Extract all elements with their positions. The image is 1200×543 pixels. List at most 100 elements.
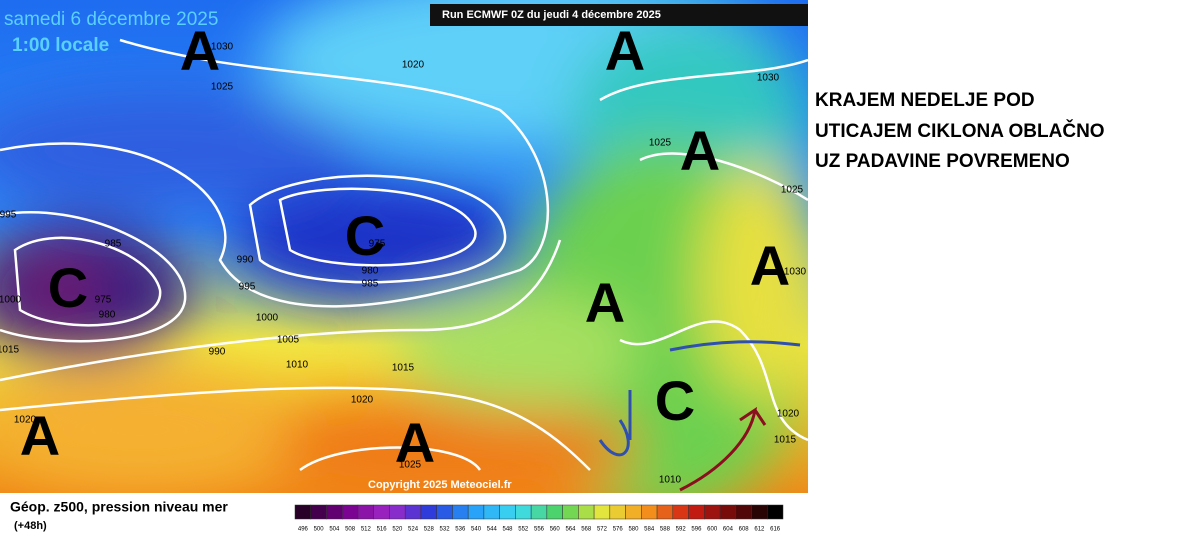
scale-swatch xyxy=(767,504,784,520)
isobar-label: 1020 xyxy=(402,60,425,71)
map-time: 1:00 locale xyxy=(12,35,109,56)
caption: KRAJEM NEDELJE POD UTICAJEM CIKLONA OBLA… xyxy=(815,90,1105,172)
isobar-label: 1000 xyxy=(256,313,279,324)
scale-swatch xyxy=(578,504,595,520)
scale-swatch xyxy=(294,504,311,520)
scale-label: 532 xyxy=(440,527,451,533)
scale-swatch xyxy=(341,504,359,520)
scale-swatch xyxy=(357,504,374,520)
isobar-label: 1020 xyxy=(351,395,374,406)
pressure-system: C xyxy=(48,256,88,319)
annotation-arrow xyxy=(679,406,767,492)
color-scale: 496 500 504 508 512 516 520 524 528 532 536 540 544 5… xyxy=(294,504,784,533)
annotation-stroke xyxy=(598,340,801,457)
scale-swatch xyxy=(326,504,343,520)
isobar-label: 990 xyxy=(209,347,226,358)
scale-swatch xyxy=(483,504,500,520)
scale-label: 544 xyxy=(487,527,498,533)
caption-line: KRAJEM NEDELJE POD xyxy=(815,90,1035,111)
scale-swatch xyxy=(389,504,406,520)
legend-lead: (+48h) xyxy=(14,520,47,532)
scale-label: 540 xyxy=(471,527,482,533)
scale-swatch xyxy=(515,504,532,520)
isobar-label: 1010 xyxy=(659,475,682,486)
scale-label: 568 xyxy=(581,527,592,533)
scale-swatch xyxy=(593,504,611,520)
isobar-label: 1000 xyxy=(0,295,22,306)
scale-label: 616 xyxy=(770,527,781,533)
scale-swatch xyxy=(499,504,516,520)
scale-swatch xyxy=(609,504,626,520)
caption-line: UZ PADAVINE POVREMENO xyxy=(815,151,1070,172)
scale-label: 508 xyxy=(345,527,356,533)
scale-label: 520 xyxy=(392,527,403,533)
scale-swatch xyxy=(735,504,752,520)
scale-label: 592 xyxy=(676,527,687,533)
isobar-label: 1025 xyxy=(649,138,672,149)
scale-swatch xyxy=(420,504,437,520)
scale-label: 516 xyxy=(377,527,388,533)
pressure-system: A xyxy=(585,271,625,334)
scale-label: 612 xyxy=(754,527,765,533)
scale-label: 600 xyxy=(707,527,718,533)
scale-swatch xyxy=(404,504,422,520)
legend-title: Géop. z500, pression niveau mer xyxy=(10,499,228,515)
scale-label: 584 xyxy=(644,527,655,533)
scale-label: 556 xyxy=(534,527,545,533)
isobar-label: 1005 xyxy=(277,335,300,346)
scale-swatch xyxy=(656,504,674,520)
scale-label: 528 xyxy=(424,527,435,533)
copyright: Copyright 2025 Meteociel.fr xyxy=(368,479,512,491)
isobar-label: 1015 xyxy=(392,363,415,374)
isobar-label: 1015 xyxy=(774,435,797,446)
scale-swatch xyxy=(310,504,327,520)
scale-label: 564 xyxy=(565,527,576,533)
isobar-label: 1010 xyxy=(286,360,309,371)
pressure-system: A xyxy=(680,119,720,182)
scale-swatch xyxy=(546,504,563,520)
isobar-label: 1015 xyxy=(0,345,20,356)
scale-label: 524 xyxy=(408,527,419,533)
scale-label: 512 xyxy=(361,527,372,533)
scale-swatch xyxy=(641,504,658,520)
scale-swatch xyxy=(436,504,453,520)
scale-swatch xyxy=(452,504,469,520)
isobar-label: 975 xyxy=(95,295,112,306)
scale-swatch xyxy=(562,504,579,520)
isobar-label: 990 xyxy=(237,255,254,266)
pressure-system: C xyxy=(655,369,695,432)
scale-label: 500 xyxy=(314,527,325,533)
map-date: samedi 6 décembre 2025 xyxy=(4,9,218,30)
isobar-label: 995 xyxy=(239,282,256,293)
scale-label: 580 xyxy=(628,527,639,533)
isobar-label: 980 xyxy=(99,310,116,321)
isobar-label: 985 xyxy=(105,239,122,250)
scale-swatch xyxy=(672,504,689,520)
scale-swatch xyxy=(467,504,485,520)
scale-swatch xyxy=(373,504,390,520)
isobar-label: 1025 xyxy=(781,185,804,196)
pressure-system: A xyxy=(750,234,790,297)
scale-swatch xyxy=(719,504,737,520)
pressure-system: A xyxy=(605,19,645,82)
scale-label: 496 xyxy=(298,527,309,533)
scale-label: 604 xyxy=(723,527,734,533)
pressure-system: A xyxy=(20,404,60,467)
scale-label: 504 xyxy=(329,527,340,533)
isobar-label: 975 xyxy=(369,239,386,250)
scale-label: 608 xyxy=(739,527,750,533)
pressure-system: A xyxy=(180,19,220,82)
isobar-label: 1030 xyxy=(757,73,780,84)
scale-label: 548 xyxy=(503,527,514,533)
run-info: Run ECMWF 0Z du jeudi 4 décembre 2025 xyxy=(442,9,661,21)
caption-line: UTICAJEM CIKLONA OBLAČNO xyxy=(815,120,1105,142)
scale-label: 552 xyxy=(518,527,529,533)
scale-label: 596 xyxy=(691,527,702,533)
isobar-label: 1030 xyxy=(211,42,234,53)
isobar-label: 985 xyxy=(362,279,379,290)
scale-label: 588 xyxy=(660,527,671,533)
scale-swatch xyxy=(751,504,768,520)
